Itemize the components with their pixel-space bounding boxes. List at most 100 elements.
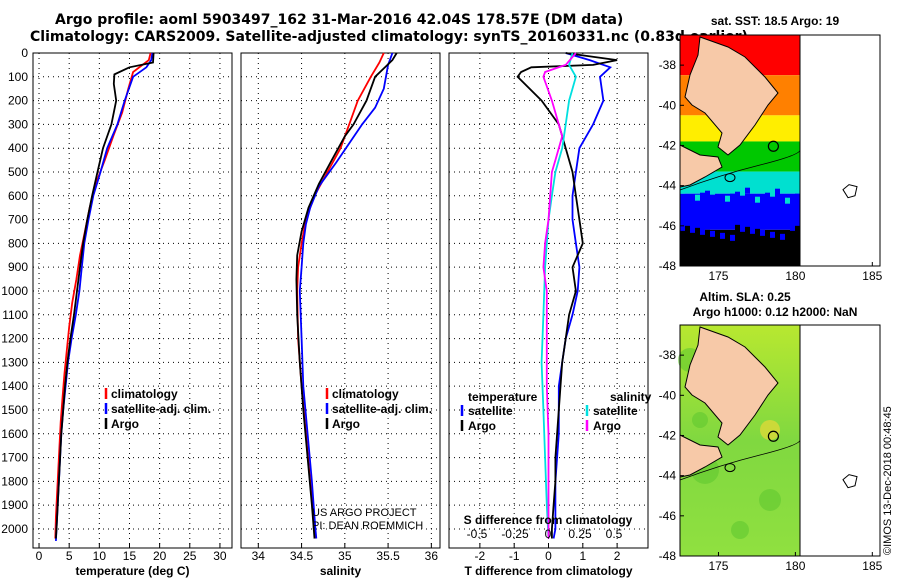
legend-label: satellite-adj. clim. [111, 402, 211, 416]
sst-pixel [785, 197, 790, 204]
map-lat-label: -42 [659, 138, 677, 152]
secondary-x-axis-label: S difference from climatology [464, 513, 633, 527]
sst-pixel [705, 190, 710, 197]
map-lon-label: 185 [862, 269, 882, 283]
depth-tick-label: 0 [21, 46, 28, 60]
sst-pixel [690, 226, 695, 233]
depth-tick-label: 1600 [1, 427, 28, 441]
depth-tick-label: 400 [8, 141, 28, 155]
sst-pixel [700, 192, 705, 199]
depth-tick-label: 800 [8, 236, 28, 250]
legend-label: Argo [332, 417, 360, 431]
depth-tick-label: 2000 [1, 522, 28, 536]
x-tick-label: -1 [509, 549, 520, 563]
sst-pixel [715, 231, 720, 238]
sst-pixel [730, 193, 735, 200]
south-island-land [679, 144, 723, 188]
sst-pixel [745, 226, 750, 233]
sla-blob [760, 420, 780, 440]
sst-pixel [680, 224, 685, 231]
sst-pixel [790, 195, 795, 202]
x-tick-label: 35 [338, 549, 352, 563]
sst-pixel [780, 199, 785, 206]
depth-tick-label: 900 [8, 260, 28, 274]
pi-annotation: PI: DEAN ROEMMICH [312, 520, 423, 532]
secondary-x-tick-label: 0.25 [568, 527, 592, 541]
map-lat-label: -42 [659, 428, 677, 442]
sst-pixel [760, 229, 765, 236]
sst-map [679, 34, 881, 267]
x-tick-label: 0 [545, 549, 552, 563]
sst-band [680, 171, 800, 194]
map-lat-label: -40 [659, 388, 677, 402]
map-frame [679, 34, 881, 267]
x-tick-label: 30 [213, 549, 227, 563]
legend-title-temperature: temperature [468, 390, 538, 404]
south-island-land [679, 434, 723, 478]
x-tick-label: 10 [93, 549, 107, 563]
sst-map-title: sat. SST: 18.5 Argo: 19 [711, 14, 840, 28]
imos-watermark: ©IMOS 13-Dec-2018 00:48:45 [882, 406, 894, 555]
series-line [54, 52, 152, 539]
x-axis-label: T difference from climatology [464, 564, 632, 578]
depth-tick-label: 1100 [2, 308, 28, 322]
panel-frame [32, 52, 233, 549]
sst-pixel [725, 195, 730, 202]
secondary-x-tick-label: -0.5 [467, 527, 488, 541]
depth-tick-label: 500 [8, 165, 28, 179]
secondary-x-tick-label: -0.25 [501, 527, 529, 541]
north-island-land [684, 326, 779, 446]
north-island-land [684, 36, 779, 156]
x-tick-label: 15 [123, 549, 137, 563]
depth-tick-label: 1700 [1, 451, 28, 465]
series-line [542, 52, 577, 539]
sst-pixel [750, 198, 755, 205]
legend-label: climatology [332, 387, 399, 401]
sla-map-subtitle: Argo h1000: 0.12 h2000: NaN [693, 305, 858, 319]
climatology-title: Climatology: CARS2009. Satellite-adjuste… [30, 29, 748, 45]
sst-pixel [740, 189, 745, 196]
sst-pixel [765, 230, 770, 237]
sst-pixel [775, 188, 780, 195]
contour-line [679, 149, 801, 191]
sst-pixel [715, 199, 720, 206]
x-tick-label: 25 [183, 549, 197, 563]
depth-tick-label: 1500 [1, 403, 28, 417]
depth-tick-label: 300 [8, 117, 28, 131]
map-lat-label: -44 [659, 179, 677, 193]
map-lon-label: 175 [708, 269, 728, 283]
sst-pixel [755, 228, 760, 235]
depth-tick-label: 1400 [1, 379, 28, 393]
sst-pixel [770, 231, 775, 238]
sst-pixel [720, 232, 725, 239]
depth-tick-label: 600 [8, 189, 28, 203]
chatham-island-outline [842, 184, 858, 199]
x-tick-label: 34.5 [290, 549, 314, 563]
profile-title: Argo profile: aoml 5903497_162 31-Mar-20… [55, 12, 624, 28]
sst-pixel [705, 229, 710, 236]
chatham-island-outline [842, 474, 858, 489]
map-lon-label: 180 [785, 559, 805, 573]
sst-pixel [695, 227, 700, 234]
legend-label: satellite [593, 404, 638, 418]
sst-pixel [735, 191, 740, 198]
series-line [516, 52, 618, 539]
sst-pixel [755, 196, 760, 203]
legend-label: Argo [111, 417, 139, 431]
sst-pixel [695, 194, 700, 201]
argo-location-marker [767, 140, 779, 152]
x-axis-label: temperature (deg C) [75, 564, 189, 578]
sst-pixel [710, 230, 715, 237]
sst-pixel [725, 233, 730, 240]
project-annotation: US ARGO PROJECT [312, 507, 417, 519]
island-outline [724, 463, 736, 473]
legend-label: satellite [468, 404, 513, 418]
sla-blob [759, 489, 781, 511]
depth-tick-label: 200 [8, 94, 28, 108]
legend-label: satellite-adj. clim. [332, 402, 432, 416]
depth-tick-label: 1800 [1, 474, 28, 488]
secondary-x-tick-label: 0.5 [606, 527, 623, 541]
sst-pixel [795, 225, 800, 232]
depth-tick-label: 700 [8, 213, 28, 227]
legend-label: climatology [111, 387, 178, 401]
